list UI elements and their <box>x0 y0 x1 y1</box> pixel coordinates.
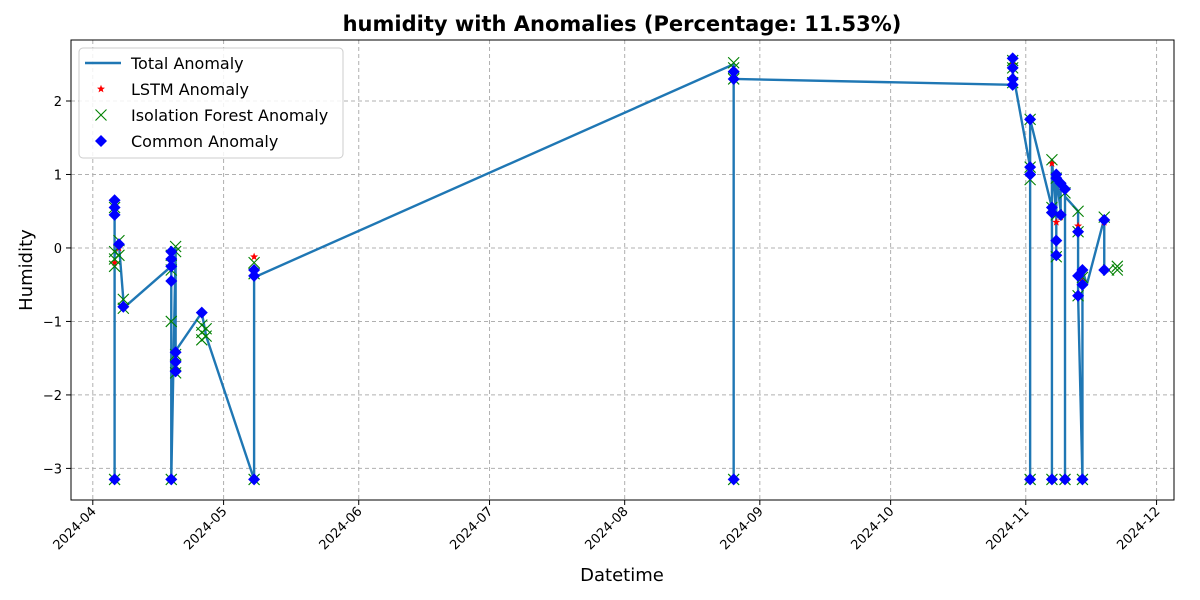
common-anomaly-point <box>727 65 740 78</box>
x-axis-title: Datetime <box>580 565 664 586</box>
common-anomaly-point <box>1024 161 1037 174</box>
common-anomaly-point <box>117 300 130 313</box>
isolation-forest-anomaly-point <box>113 249 125 262</box>
plot-frame <box>70 39 1175 501</box>
common-anomaly-point <box>1059 183 1072 196</box>
common-anomaly-point <box>1006 61 1019 74</box>
legend: Total Anomaly LSTM Anomaly Isolation Fores… <box>78 47 344 159</box>
y-tick-label: −2 <box>43 389 62 404</box>
isolation-forest-anomaly-point <box>1111 264 1124 276</box>
common-anomaly-point <box>1098 214 1111 227</box>
y-tick-label: −3 <box>43 462 62 477</box>
lstm-anomaly-point <box>1074 221 1083 230</box>
common-anomaly-point <box>1076 278 1089 291</box>
lstm-anomaly-point <box>250 252 259 261</box>
common-anomaly-point <box>1024 473 1037 486</box>
common-anomaly-point <box>1050 249 1063 262</box>
isolation-forest-anomaly-point <box>165 315 178 328</box>
common-anomaly-point <box>165 245 178 258</box>
common-anomaly-point <box>195 306 208 319</box>
common-anomaly-point <box>165 275 178 288</box>
isolation-forest-anomaly-point <box>1111 260 1124 273</box>
y-tick-label: 1 <box>54 168 62 183</box>
common-anomaly-point <box>727 473 740 486</box>
y-tick-label: 2 <box>54 95 62 110</box>
common-anomaly-point <box>248 473 261 486</box>
common-anomaly-point <box>108 201 121 214</box>
isolation-forest-anomaly-point <box>200 330 213 343</box>
common-anomaly-point <box>165 473 178 486</box>
common-anomaly-point <box>165 252 178 265</box>
common-anomaly-point <box>1006 52 1019 65</box>
common-anomaly-point <box>108 473 121 486</box>
common-anomaly-point <box>108 194 121 207</box>
lstm-anomaly-point <box>1047 159 1056 167</box>
legend-entry-label: Isolation Forest Anomaly <box>131 106 328 125</box>
common-anomaly-point <box>1024 168 1037 181</box>
common-anomaly-point <box>169 346 182 359</box>
common-anomaly-point <box>1045 206 1058 219</box>
common-anomaly-point <box>1072 225 1085 238</box>
isolation-forest-anomaly-point <box>108 260 121 273</box>
legend-x-swatch <box>95 109 107 121</box>
common-anomaly-point <box>1054 208 1067 221</box>
legend-entry-label: LSTM Anomaly <box>131 80 249 99</box>
legend-entry-label: Total Anomaly <box>130 54 244 73</box>
legend-diamond-swatch <box>95 135 107 147</box>
isolation-forest-anomaly-point <box>727 56 740 69</box>
lstm-anomaly-point <box>110 258 119 267</box>
isolation-forest-anomaly-point <box>117 293 130 306</box>
common-anomaly-point <box>108 208 121 221</box>
common-anomaly-point <box>1006 78 1019 91</box>
chart-title: humidity with Anomalies (Percentage: 11.… <box>343 12 902 36</box>
legend-star-swatch <box>97 84 105 93</box>
isolation-forest-anomaly-point <box>248 256 260 269</box>
common-anomaly-point <box>727 72 740 85</box>
lstm-anomaly-point <box>1052 218 1061 226</box>
common-anomaly-point <box>1072 289 1085 302</box>
common-anomaly-point <box>1059 473 1072 486</box>
common-anomaly-point <box>1024 113 1037 126</box>
common-anomaly-point <box>1076 473 1089 486</box>
series-layer <box>108 52 1124 486</box>
common-anomaly-point <box>248 269 261 282</box>
y-axis-title: Humidity <box>16 229 37 311</box>
common-anomaly-point <box>1076 264 1089 276</box>
common-anomaly-point <box>169 365 182 378</box>
isolation-forest-anomaly-point <box>1072 205 1084 218</box>
common-anomaly-point <box>1045 473 1058 486</box>
isolation-forest-anomaly-point <box>1046 153 1058 166</box>
common-anomaly-point <box>1098 264 1111 276</box>
common-anomaly-point <box>1050 234 1063 247</box>
common-anomaly-point <box>112 238 125 251</box>
common-anomaly-point <box>165 260 178 273</box>
y-tick-label: −1 <box>43 315 62 330</box>
legend-entry-label: Common Anomaly <box>131 132 278 151</box>
common-anomaly-point <box>169 355 182 368</box>
y-tick-label: 0 <box>54 242 62 257</box>
legend-box <box>78 47 344 159</box>
